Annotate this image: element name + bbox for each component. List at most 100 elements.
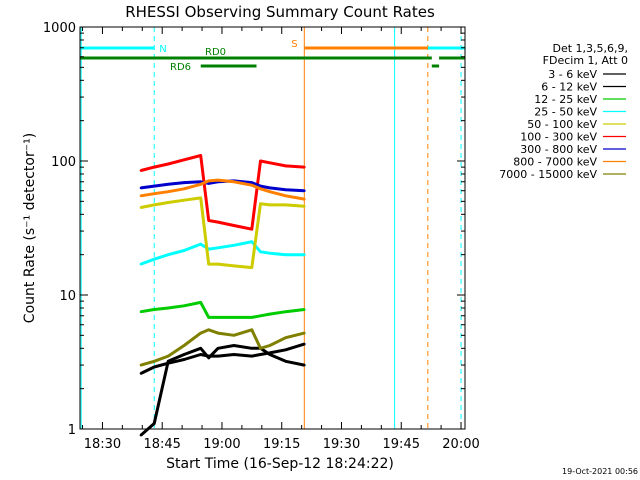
series-4-point-9 (259, 202, 262, 205)
series-7-point-4 (199, 183, 202, 186)
series-5-point-11 (284, 164, 288, 168)
series-4-point-0 (139, 206, 143, 209)
flag-label-n: N (159, 44, 166, 55)
timestamp: 19-Oct-2021 00:56 (562, 467, 638, 476)
series-2-point-11 (284, 310, 288, 314)
series-5-point-6 (216, 220, 220, 224)
data-layer: N S RD0 RD6 (80, 27, 465, 437)
series-1-point-5 (207, 354, 210, 358)
flag-label-rd0: RD0 (205, 47, 226, 58)
series-4-point-1 (152, 203, 156, 207)
x-tick-label-1: 18:45 (143, 437, 180, 452)
x-tick-label-2: 19:00 (203, 437, 240, 452)
x-axis-label: Start Time (16-Sep-12 18:24:22) (166, 456, 394, 472)
series-4-point-3 (182, 198, 186, 202)
series-3-point-0 (139, 262, 143, 266)
chart-title: RHESSI Observing Summary Count Rates (125, 3, 435, 21)
x-tick-label-3: 19:15 (263, 437, 300, 452)
series-2-point-7 (232, 316, 236, 319)
series-1-point-1 (152, 365, 156, 369)
series-1-point-2 (166, 361, 170, 365)
y-tick-label-0: 1 (68, 423, 76, 438)
series-2-point-0 (139, 310, 143, 314)
series-1-point-10 (268, 351, 272, 355)
series-3-point-2 (166, 253, 170, 256)
axes-layer: 18:30 18:45 19:00 19:15 19:30 19:45 20:00 1 10 10… (43, 21, 480, 452)
series-7-point-6 (216, 178, 220, 182)
series-3-point-7 (232, 244, 236, 247)
series-1-point-8 (250, 354, 254, 358)
series-7-point-2 (166, 190, 170, 193)
series-0-point-1 (152, 422, 156, 425)
series-4-point-7 (232, 264, 236, 268)
series-5-point-2 (166, 162, 170, 166)
series-5-point-4 (199, 154, 202, 157)
series-8-point-8 (250, 328, 254, 332)
series-8-point-2 (166, 354, 170, 358)
series-8-point-1 (152, 360, 156, 363)
series-5-point-10 (268, 161, 272, 165)
legend-label-2: 12 - 25 keV (534, 93, 597, 106)
series-1-point-11 (284, 348, 288, 352)
series-6-point-0 (139, 186, 143, 190)
y-tick-label-3: 1000 (43, 21, 76, 36)
x-tick-label-4: 19:30 (323, 437, 360, 452)
series-8-point-0 (139, 363, 143, 367)
legend-label-7: 800 - 7000 keV (513, 156, 597, 169)
legend-label-4: 50 - 100 keV (527, 118, 597, 131)
series-4-point-8 (250, 266, 254, 269)
series-3-point-12 (303, 253, 306, 256)
series-2-point-12 (303, 308, 306, 311)
legend-header-1: FDecim 1, Att 0 (543, 54, 628, 67)
series-4-point-6 (216, 262, 220, 266)
y-axis-label: Count Rate (s⁻¹ detector⁻¹) (22, 133, 38, 323)
flag-label-s: S (291, 39, 297, 50)
series-3-point-8 (250, 240, 254, 243)
series-8-point-9 (259, 347, 262, 350)
series-5-point-5 (207, 219, 210, 222)
series-6-point-9 (259, 184, 262, 188)
series-4-point-5 (207, 262, 210, 266)
series-4-point-4 (199, 196, 202, 200)
series-6-point-8 (250, 181, 254, 184)
series-1-point-9 (259, 353, 262, 356)
series-2-point-2 (166, 306, 170, 310)
series-4-point-11 (284, 203, 288, 207)
series-8-point-6 (216, 331, 220, 335)
series-7-point-7 (232, 180, 236, 184)
series-7-point-3 (182, 187, 186, 191)
series-2-point-6 (216, 316, 220, 319)
series-0-point-8 (250, 347, 254, 350)
series-7-point-8 (250, 183, 254, 187)
series-2-point-1 (152, 308, 156, 311)
x-tick-label-0: 18:30 (84, 437, 121, 452)
series-0-point-12 (303, 363, 306, 367)
series-8-point-11 (284, 336, 288, 340)
series-7-point-1 (152, 192, 156, 195)
series-3-point-11 (284, 253, 288, 256)
y-tick-label-2: 100 (51, 155, 76, 170)
series-0-point-4 (199, 347, 202, 350)
series-4-point-2 (166, 201, 170, 204)
series-2-point-10 (268, 312, 272, 316)
series-5-point-12 (303, 165, 306, 169)
series-4-point-12 (303, 204, 306, 208)
legend-label-5: 100 - 300 keV (520, 131, 597, 144)
series-0-point-7 (232, 344, 236, 347)
series-3-point-1 (152, 257, 156, 261)
series-1-point-0 (139, 372, 143, 375)
series-1-point-12 (303, 342, 306, 346)
series-8-point-5 (207, 328, 210, 332)
series-5-point-0 (139, 169, 143, 172)
series-5-point-8 (250, 227, 254, 231)
series-1-point-7 (232, 353, 236, 356)
x-tick-label-5: 19:45 (383, 437, 420, 452)
series-0-point-6 (216, 347, 220, 350)
legend-label-3: 25 - 50 keV (534, 106, 597, 119)
legend-label-6: 300 - 800 keV (520, 143, 597, 156)
series-1-point-3 (182, 358, 186, 361)
series-6-point-1 (152, 184, 156, 188)
series-8-point-10 (268, 344, 272, 347)
series-0-point-3 (182, 353, 186, 356)
